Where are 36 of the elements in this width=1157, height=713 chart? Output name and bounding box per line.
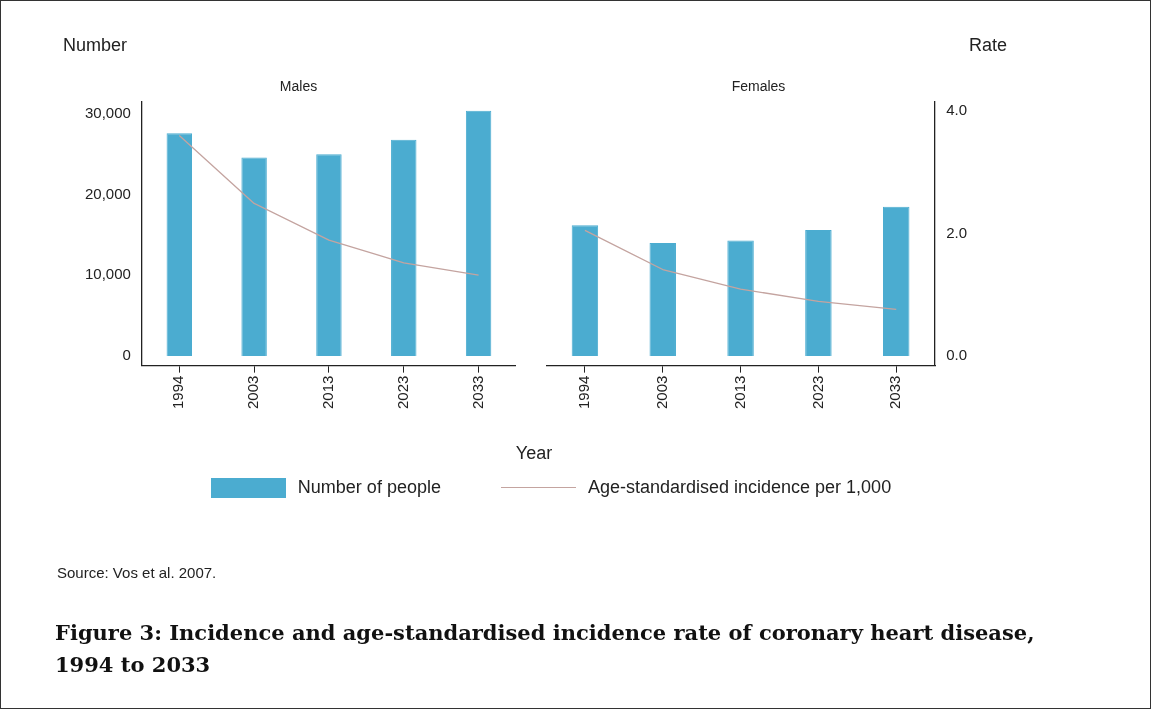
- bar: [465, 110, 492, 356]
- chart-title: Males: [279, 78, 318, 95]
- x-tick-label: 2033: [468, 375, 486, 410]
- x-tick-label: 2003: [244, 375, 262, 410]
- y2-tick-label: 0.0: [946, 345, 968, 363]
- y2-axis-title: Rate: [969, 35, 1008, 56]
- bar: [727, 240, 754, 356]
- y2-tick-label: 4.0: [946, 101, 968, 119]
- bar: [571, 225, 599, 356]
- bar: [316, 154, 342, 356]
- bar: [649, 242, 676, 356]
- x-axis-title: Year: [514, 443, 554, 464]
- x-tick-label: 2013: [730, 375, 748, 410]
- legend-label: Number of people: [297, 477, 441, 498]
- x-tick-label: 1994: [169, 375, 187, 410]
- y-axis-title: Number: [63, 35, 128, 56]
- bar: [241, 157, 267, 356]
- x-tick-label: 2003: [652, 375, 670, 410]
- bar: [883, 206, 910, 356]
- caption: Figure 3: Incidence and age-standardised incidence rate of coronary heart disease, 1994 to 2033: [55, 619, 1036, 679]
- x-tick-label: 2013: [319, 375, 337, 410]
- y-tick-label: 30,000: [84, 104, 131, 122]
- bar: [391, 139, 417, 356]
- y-tick-label: 0: [122, 346, 131, 364]
- x-tick-label: 1994: [575, 375, 593, 410]
- bar: [805, 230, 832, 356]
- x-tick-label: 2033: [886, 375, 904, 410]
- y2-tick-label: 2.0: [946, 223, 968, 241]
- x-tick-label: 2023: [808, 375, 826, 410]
- y-tick-label: 20,000: [84, 184, 131, 202]
- chart-title: Females: [731, 78, 786, 95]
- bar: [166, 133, 193, 356]
- x-tick-label: 2023: [393, 375, 411, 410]
- legend-label: Age-standardised incidence per 1,000: [587, 477, 892, 498]
- y-tick-label: 10,000: [84, 265, 131, 283]
- source-note: Source: Vos et al. 2007.: [57, 564, 217, 581]
